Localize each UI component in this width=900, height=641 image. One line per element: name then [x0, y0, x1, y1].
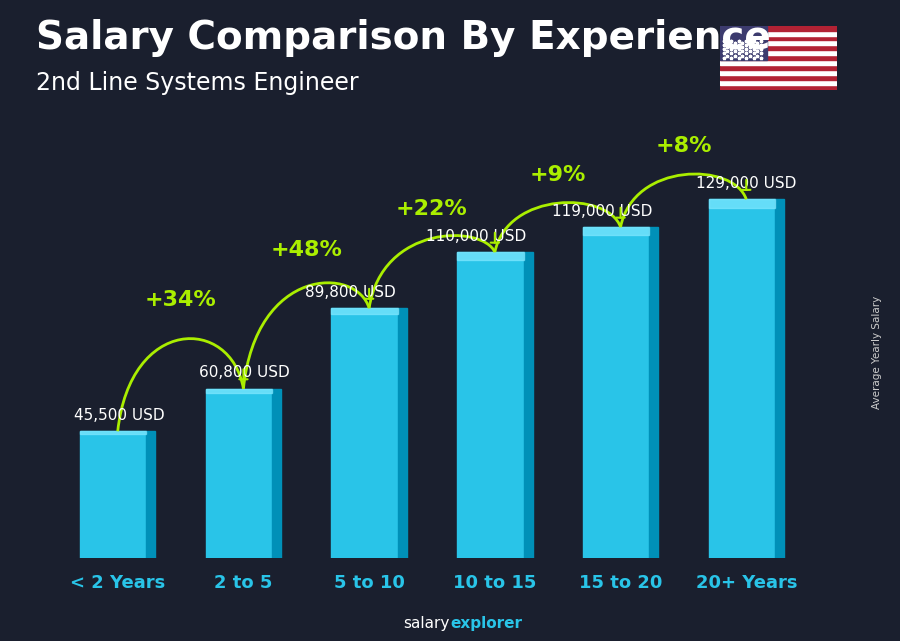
Text: Average Yearly Salary: Average Yearly Salary [872, 296, 883, 409]
Text: +48%: +48% [270, 240, 342, 260]
Bar [457, 252, 524, 558]
Text: +22%: +22% [396, 199, 468, 219]
Bar [720, 85, 837, 90]
Bar [775, 199, 784, 558]
Bar [583, 227, 649, 558]
Bar [272, 389, 281, 558]
Bar [720, 26, 767, 60]
Text: 119,000 USD: 119,000 USD [552, 204, 652, 219]
Bar [206, 389, 272, 558]
Bar [720, 70, 837, 75]
Text: 60,800 USD: 60,800 USD [200, 365, 290, 381]
Bar [720, 75, 837, 80]
Bar [398, 308, 407, 558]
Bar [206, 389, 272, 393]
Text: 129,000 USD: 129,000 USD [696, 176, 796, 191]
Bar [720, 26, 837, 31]
Bar [331, 308, 398, 315]
Bar [80, 431, 147, 435]
Bar [524, 252, 533, 558]
Text: explorer: explorer [450, 617, 522, 631]
Bar [649, 227, 658, 558]
Bar [80, 431, 147, 558]
Bar [720, 80, 837, 85]
Bar [720, 35, 837, 40]
Bar [583, 227, 649, 235]
Bar [720, 40, 837, 46]
Text: +34%: +34% [145, 290, 216, 310]
Text: 110,000 USD: 110,000 USD [426, 229, 526, 244]
Text: +9%: +9% [529, 165, 586, 185]
Bar [720, 55, 837, 60]
Text: +8%: +8% [655, 137, 712, 156]
Bar [720, 50, 837, 55]
Text: 2nd Line Systems Engineer: 2nd Line Systems Engineer [36, 71, 358, 94]
Bar [720, 31, 837, 35]
Bar [720, 65, 837, 70]
Text: 45,500 USD: 45,500 USD [74, 408, 165, 423]
Bar [457, 252, 524, 260]
Text: 89,800 USD: 89,800 USD [305, 285, 396, 300]
Bar [708, 199, 775, 558]
Bar [331, 308, 398, 558]
Bar [708, 199, 775, 208]
Bar [147, 431, 156, 558]
Bar [720, 46, 837, 50]
Bar [720, 60, 837, 65]
Text: Salary Comparison By Experience: Salary Comparison By Experience [36, 19, 770, 57]
Text: salary: salary [403, 617, 450, 631]
